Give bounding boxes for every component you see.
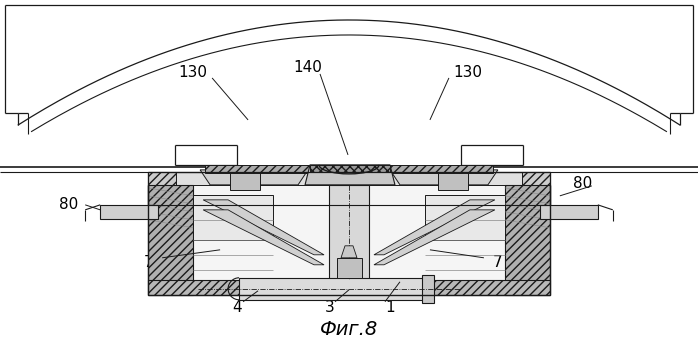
- Text: 80: 80: [59, 197, 78, 212]
- Text: 7: 7: [143, 255, 153, 270]
- Bar: [425, 195, 505, 240]
- Bar: [422, 275, 434, 303]
- Bar: [148, 172, 550, 205]
- Polygon shape: [148, 280, 550, 295]
- Polygon shape: [203, 200, 324, 255]
- Polygon shape: [341, 246, 357, 258]
- Text: 80: 80: [572, 176, 592, 192]
- Bar: [239, 278, 430, 300]
- Bar: [101, 205, 158, 219]
- Polygon shape: [310, 165, 390, 172]
- Text: 1: 1: [385, 300, 395, 315]
- Text: 130: 130: [179, 65, 207, 80]
- Polygon shape: [374, 200, 495, 255]
- Polygon shape: [438, 167, 468, 190]
- Text: 130: 130: [454, 65, 482, 80]
- Polygon shape: [305, 165, 395, 185]
- Text: 7: 7: [493, 255, 503, 270]
- Polygon shape: [148, 185, 193, 295]
- Text: 4: 4: [232, 300, 242, 315]
- Polygon shape: [205, 165, 310, 173]
- Polygon shape: [200, 170, 308, 185]
- Text: 3: 3: [325, 300, 335, 315]
- Polygon shape: [522, 172, 550, 205]
- Text: 140: 140: [294, 61, 322, 76]
- Text: Фиг.8: Фиг.8: [320, 320, 378, 339]
- Bar: [540, 205, 597, 219]
- Polygon shape: [230, 167, 260, 190]
- Bar: [337, 258, 362, 278]
- Polygon shape: [388, 165, 493, 173]
- Bar: [193, 185, 505, 280]
- Polygon shape: [374, 210, 495, 265]
- Polygon shape: [203, 210, 324, 265]
- Bar: [193, 195, 273, 240]
- Polygon shape: [148, 172, 176, 205]
- Polygon shape: [390, 170, 498, 185]
- Polygon shape: [505, 185, 550, 295]
- Bar: [329, 185, 369, 280]
